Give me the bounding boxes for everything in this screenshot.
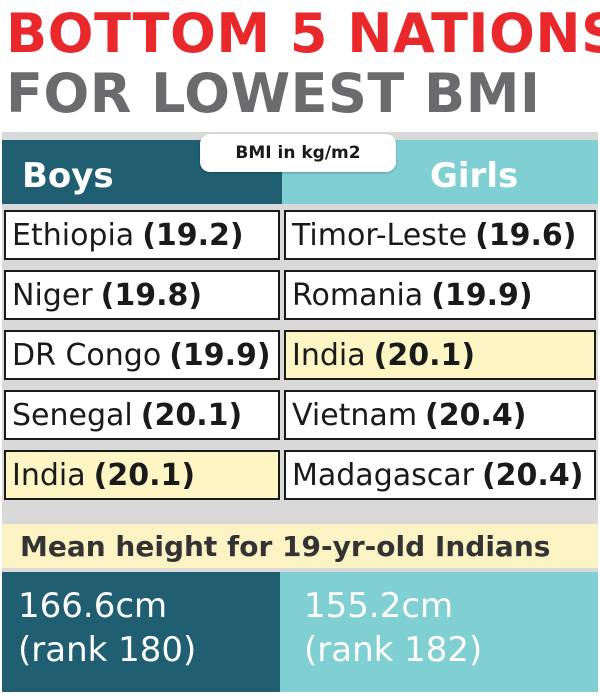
bmi-value: (19.2) [142,217,244,253]
country-name: India [12,457,86,493]
country-name: DR Congo [12,337,162,373]
girls-row: Timor-Leste (19.6) [284,210,596,260]
country-name: India [292,337,366,373]
girls-header-label: Girls [430,156,519,196]
country-name: Timor-Leste [292,217,468,253]
boys-height-rank: (rank 180) [18,630,197,670]
country-name: Senegal [12,397,133,433]
boys-row: Senegal (20.1) [4,390,280,440]
title-line-1: BOTTOM 5 NATIONS [6,2,600,65]
bmi-value: (20.1) [93,457,196,493]
girls-height-value: 155.2cm [304,586,454,626]
boys-row-india-highlight: India (20.1) [4,450,280,500]
unit-label: BMI in kg/m2 [200,134,396,172]
bmi-value: (19.9) [431,277,533,313]
bmi-value: (20.1) [373,337,476,373]
country-name: Ethiopia [12,217,135,253]
girls-height-rank: (rank 182) [304,630,483,670]
bmi-value: (19.6) [475,217,577,253]
bmi-value: (20.4) [425,397,527,433]
country-name: Romania [292,277,424,313]
bmi-table: Boys Girls BMI in kg/m2 Ethiopia (19.2) … [2,132,598,692]
boys-height-value: 166.6cm [18,586,168,626]
country-name: Madagascar [292,457,474,493]
boys-row: Ethiopia (19.2) [4,210,280,260]
girls-row-india-highlight: India (20.1) [284,330,596,380]
title-line-2: FOR LOWEST BMI [6,62,541,125]
boys-mean-height: 166.6cm (rank 180) [2,572,280,692]
bmi-value: (19.9) [169,337,271,373]
mean-height-heading: Mean height for 19-yr-old Indians [2,524,598,568]
boys-row: Niger (19.8) [4,270,280,320]
country-name: Niger [12,277,93,313]
girls-row: Madagascar (20.4) [284,450,596,500]
bmi-value: (20.4) [481,457,584,493]
girls-row: Vietnam (20.4) [284,390,596,440]
unit-label-text: BMI in kg/m2 [235,143,361,163]
country-name: Vietnam [292,397,418,433]
girls-row: Romania (19.9) [284,270,596,320]
boys-row: DR Congo (19.9) [4,330,280,380]
girls-mean-height: 155.2cm (rank 182) [280,572,598,692]
bmi-value: (19.8) [100,277,203,313]
bmi-value: (20.1) [140,397,243,433]
boys-header-label: Boys [22,156,114,196]
